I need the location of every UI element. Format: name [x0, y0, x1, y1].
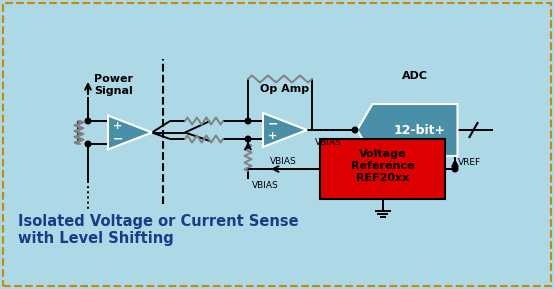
Text: Op Amp: Op Amp	[260, 84, 310, 94]
Text: Power
Signal: Power Signal	[94, 74, 133, 96]
Circle shape	[245, 136, 251, 142]
FancyBboxPatch shape	[3, 3, 551, 286]
Circle shape	[85, 141, 91, 147]
Polygon shape	[357, 104, 458, 156]
Text: VBIAS: VBIAS	[315, 138, 342, 147]
Circle shape	[452, 166, 458, 172]
Text: Voltage
Reference
REF20xx: Voltage Reference REF20xx	[351, 149, 414, 183]
Text: VREF: VREF	[458, 158, 481, 167]
Text: VBIAS: VBIAS	[270, 157, 297, 166]
Bar	[320, 139, 445, 199]
Text: +: +	[268, 131, 278, 141]
Polygon shape	[263, 113, 307, 147]
Text: Isolated Voltage or Current Sense
with Level Shifting: Isolated Voltage or Current Sense with L…	[18, 214, 299, 247]
Text: −: −	[268, 117, 278, 130]
Text: −: −	[112, 132, 123, 145]
Text: +: +	[113, 121, 122, 131]
Circle shape	[85, 118, 91, 124]
Circle shape	[352, 127, 358, 133]
Polygon shape	[108, 116, 152, 149]
Text: ADC: ADC	[402, 71, 428, 81]
Circle shape	[245, 118, 251, 124]
Text: VBIAS: VBIAS	[252, 181, 279, 190]
Text: 12-bit+: 12-bit+	[394, 123, 446, 136]
